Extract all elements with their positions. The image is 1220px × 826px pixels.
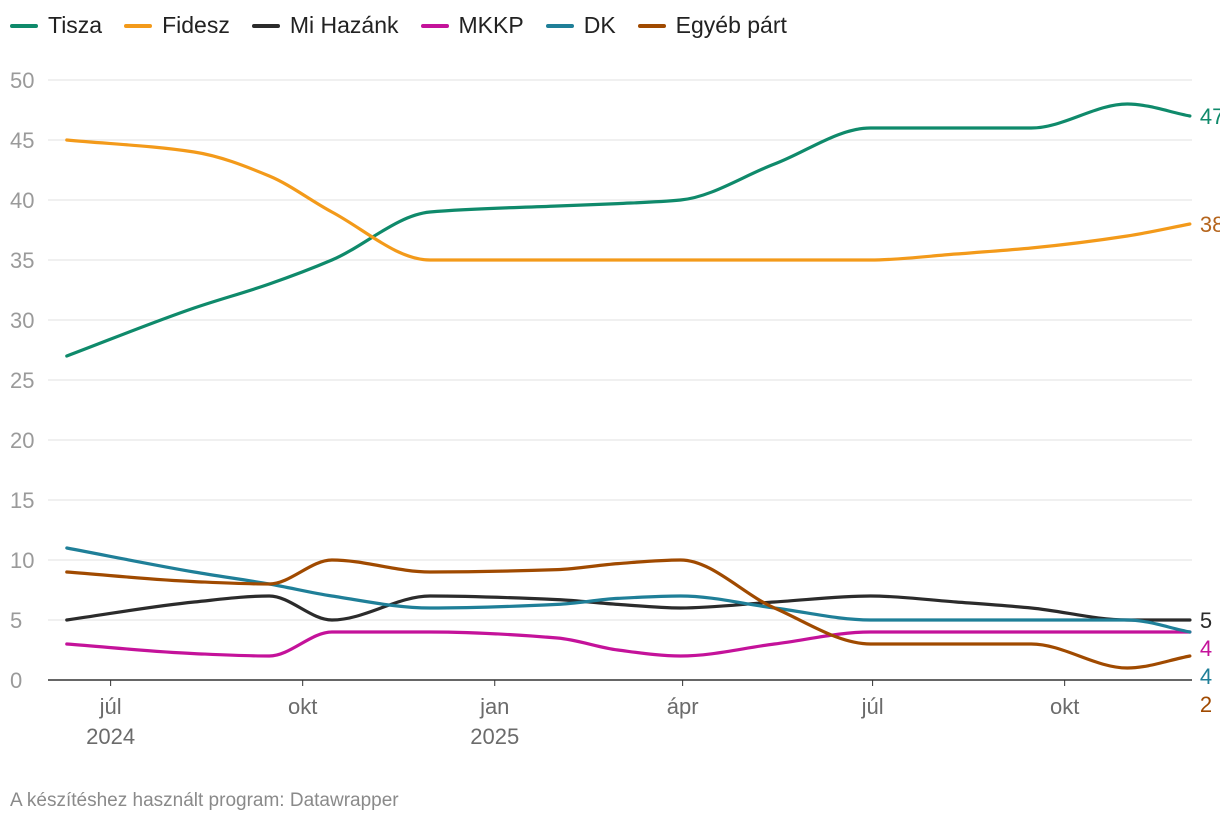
x-axis-ticks: júl 2024 okt jan 2025 ápr júl okt	[86, 680, 1079, 749]
series-lines	[65, 102, 1192, 670]
end-label: 47	[1200, 104, 1220, 129]
end-label: 5	[1200, 608, 1212, 633]
x-tick-label: jan	[479, 694, 509, 719]
legend-label: Egyéb párt	[675, 12, 787, 38]
y-tick-label: 15	[10, 488, 34, 513]
x-tick-label: okt	[288, 694, 317, 719]
legend-label: Fidesz	[162, 12, 230, 38]
series-line-mi-hazánk	[65, 594, 1192, 622]
y-tick-label: 35	[10, 248, 34, 273]
series-line-tisza	[65, 102, 1192, 358]
y-tick-label: 5	[10, 608, 22, 633]
legend-label: Tisza	[48, 12, 103, 38]
x-tick-year: 2025	[470, 724, 519, 749]
legend-swatch	[420, 23, 449, 28]
legend-swatch	[124, 23, 153, 28]
legend-swatch	[637, 23, 666, 28]
legend: Tisza Fidesz Mi Hazánk MKKP DK Egyéb párt	[10, 12, 787, 39]
y-tick-label: 0	[10, 668, 22, 693]
x-tick-label: júl	[861, 694, 884, 719]
legend-item: Fidesz	[124, 12, 230, 39]
y-tick-label: 50	[10, 68, 34, 93]
legend-label: DK	[583, 12, 616, 38]
legend-item: MKKP	[420, 12, 524, 39]
end-label: 38	[1200, 212, 1220, 237]
series-line-dk	[65, 546, 1192, 634]
end-label: 4	[1200, 636, 1212, 661]
y-axis-ticks: 0 5 10 15 20 25 30 35 40 45 50	[10, 68, 34, 693]
footer-credit: A készítéshez használt program: Datawrap…	[10, 790, 399, 811]
y-tick-label: 45	[10, 128, 34, 153]
legend-swatch	[251, 23, 280, 28]
y-tick-label: 10	[10, 548, 34, 573]
legend-swatch	[545, 23, 574, 28]
y-tick-label: 20	[10, 428, 34, 453]
legend-item: Mi Hazánk	[251, 12, 399, 39]
end-labels: 47 38 5 4 4 2	[1200, 104, 1220, 717]
legend-label: Mi Hazánk	[289, 12, 399, 38]
end-label: 2	[1200, 692, 1212, 717]
x-tick-label: ápr	[667, 694, 699, 719]
y-tick-label: 25	[10, 368, 34, 393]
legend-item: DK	[545, 12, 616, 39]
legend-item: Egyéb párt	[637, 12, 787, 39]
y-tick-label: 40	[10, 188, 34, 213]
series-line-egyéb-párt	[65, 558, 1192, 670]
y-tick-label: 30	[10, 308, 34, 333]
legend-label: MKKP	[458, 12, 524, 38]
x-tick-label: júl	[99, 694, 122, 719]
legend-swatch	[10, 23, 38, 28]
gridlines	[48, 79, 1192, 681]
series-line-fidesz	[65, 138, 1192, 262]
legend-item: Tisza	[10, 12, 102, 39]
end-label: 4	[1200, 664, 1212, 689]
x-tick-label: okt	[1050, 694, 1079, 719]
series-line-mkkp	[65, 630, 1192, 658]
x-tick-year: 2024	[86, 724, 135, 749]
